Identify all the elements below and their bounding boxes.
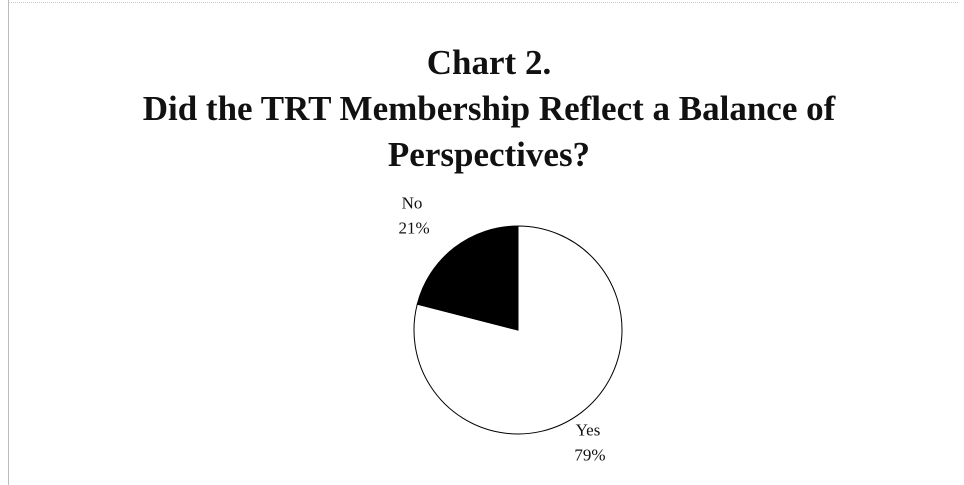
slice-category-label: No [402,194,423,213]
top-border [8,2,958,3]
left-border [8,0,9,485]
slice-category-label: Yes [576,420,601,439]
slice-value-label: 21% [398,219,429,238]
pie-slice [413,225,623,435]
chart-subtitle: Did the TRT Membership Reflect a Balance… [142,89,836,174]
pie-slice [416,225,519,331]
title-box: Chart 2. Did the TRT Membership Reflect … [100,40,878,178]
chart-title: Chart 2. [426,43,552,82]
slice-value-label: 79% [574,445,605,464]
